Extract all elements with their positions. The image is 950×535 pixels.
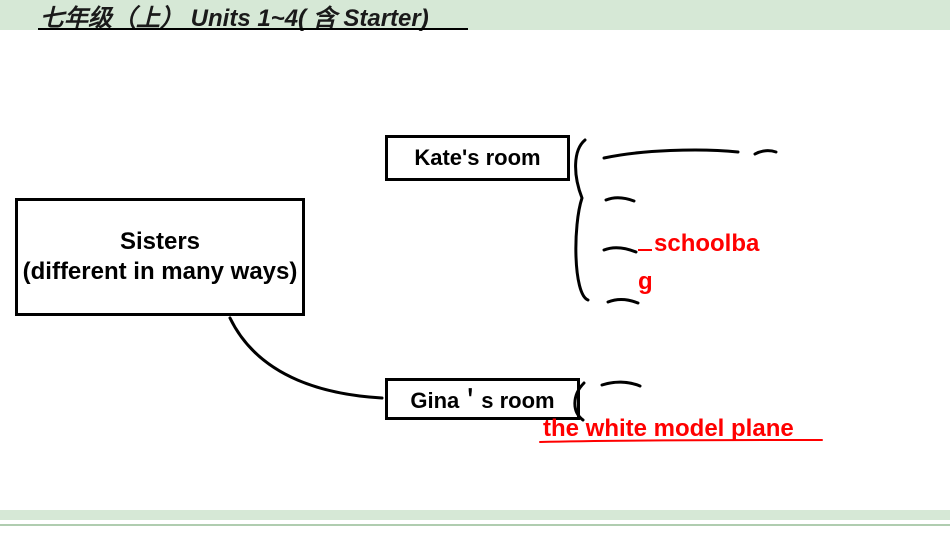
label-modelplane: the white model plane xyxy=(543,415,794,443)
header-underline xyxy=(38,28,468,30)
tick-gina-1 xyxy=(602,382,640,386)
connector-root-gina xyxy=(230,318,382,398)
node-kate: Kate's room xyxy=(385,135,570,181)
tick-kate-4 xyxy=(608,299,638,303)
tick-kate-1a xyxy=(604,150,738,158)
node-kate-label: Kate's room xyxy=(414,145,540,171)
tick-kate-3 xyxy=(604,248,636,252)
label-modelplane-text: the white model plane xyxy=(543,415,794,442)
footer-line-1 xyxy=(0,510,950,520)
label-schoolbag-text: schoolbag xyxy=(638,230,759,295)
node-gina: Gina＇s room xyxy=(385,378,580,420)
bracket-kate xyxy=(576,140,588,300)
node-root: Sisters(different in many ways) xyxy=(15,198,305,316)
node-gina-label: Gina＇s room xyxy=(410,383,554,415)
tick-kate-1b xyxy=(755,151,776,154)
label-schoolbag-underscore xyxy=(638,249,652,251)
node-root-label: Sisters(different in many ways) xyxy=(23,227,298,287)
footer-line-2 xyxy=(0,524,950,526)
label-schoolbag: schoolbag xyxy=(638,225,768,302)
tick-kate-2 xyxy=(606,198,634,201)
